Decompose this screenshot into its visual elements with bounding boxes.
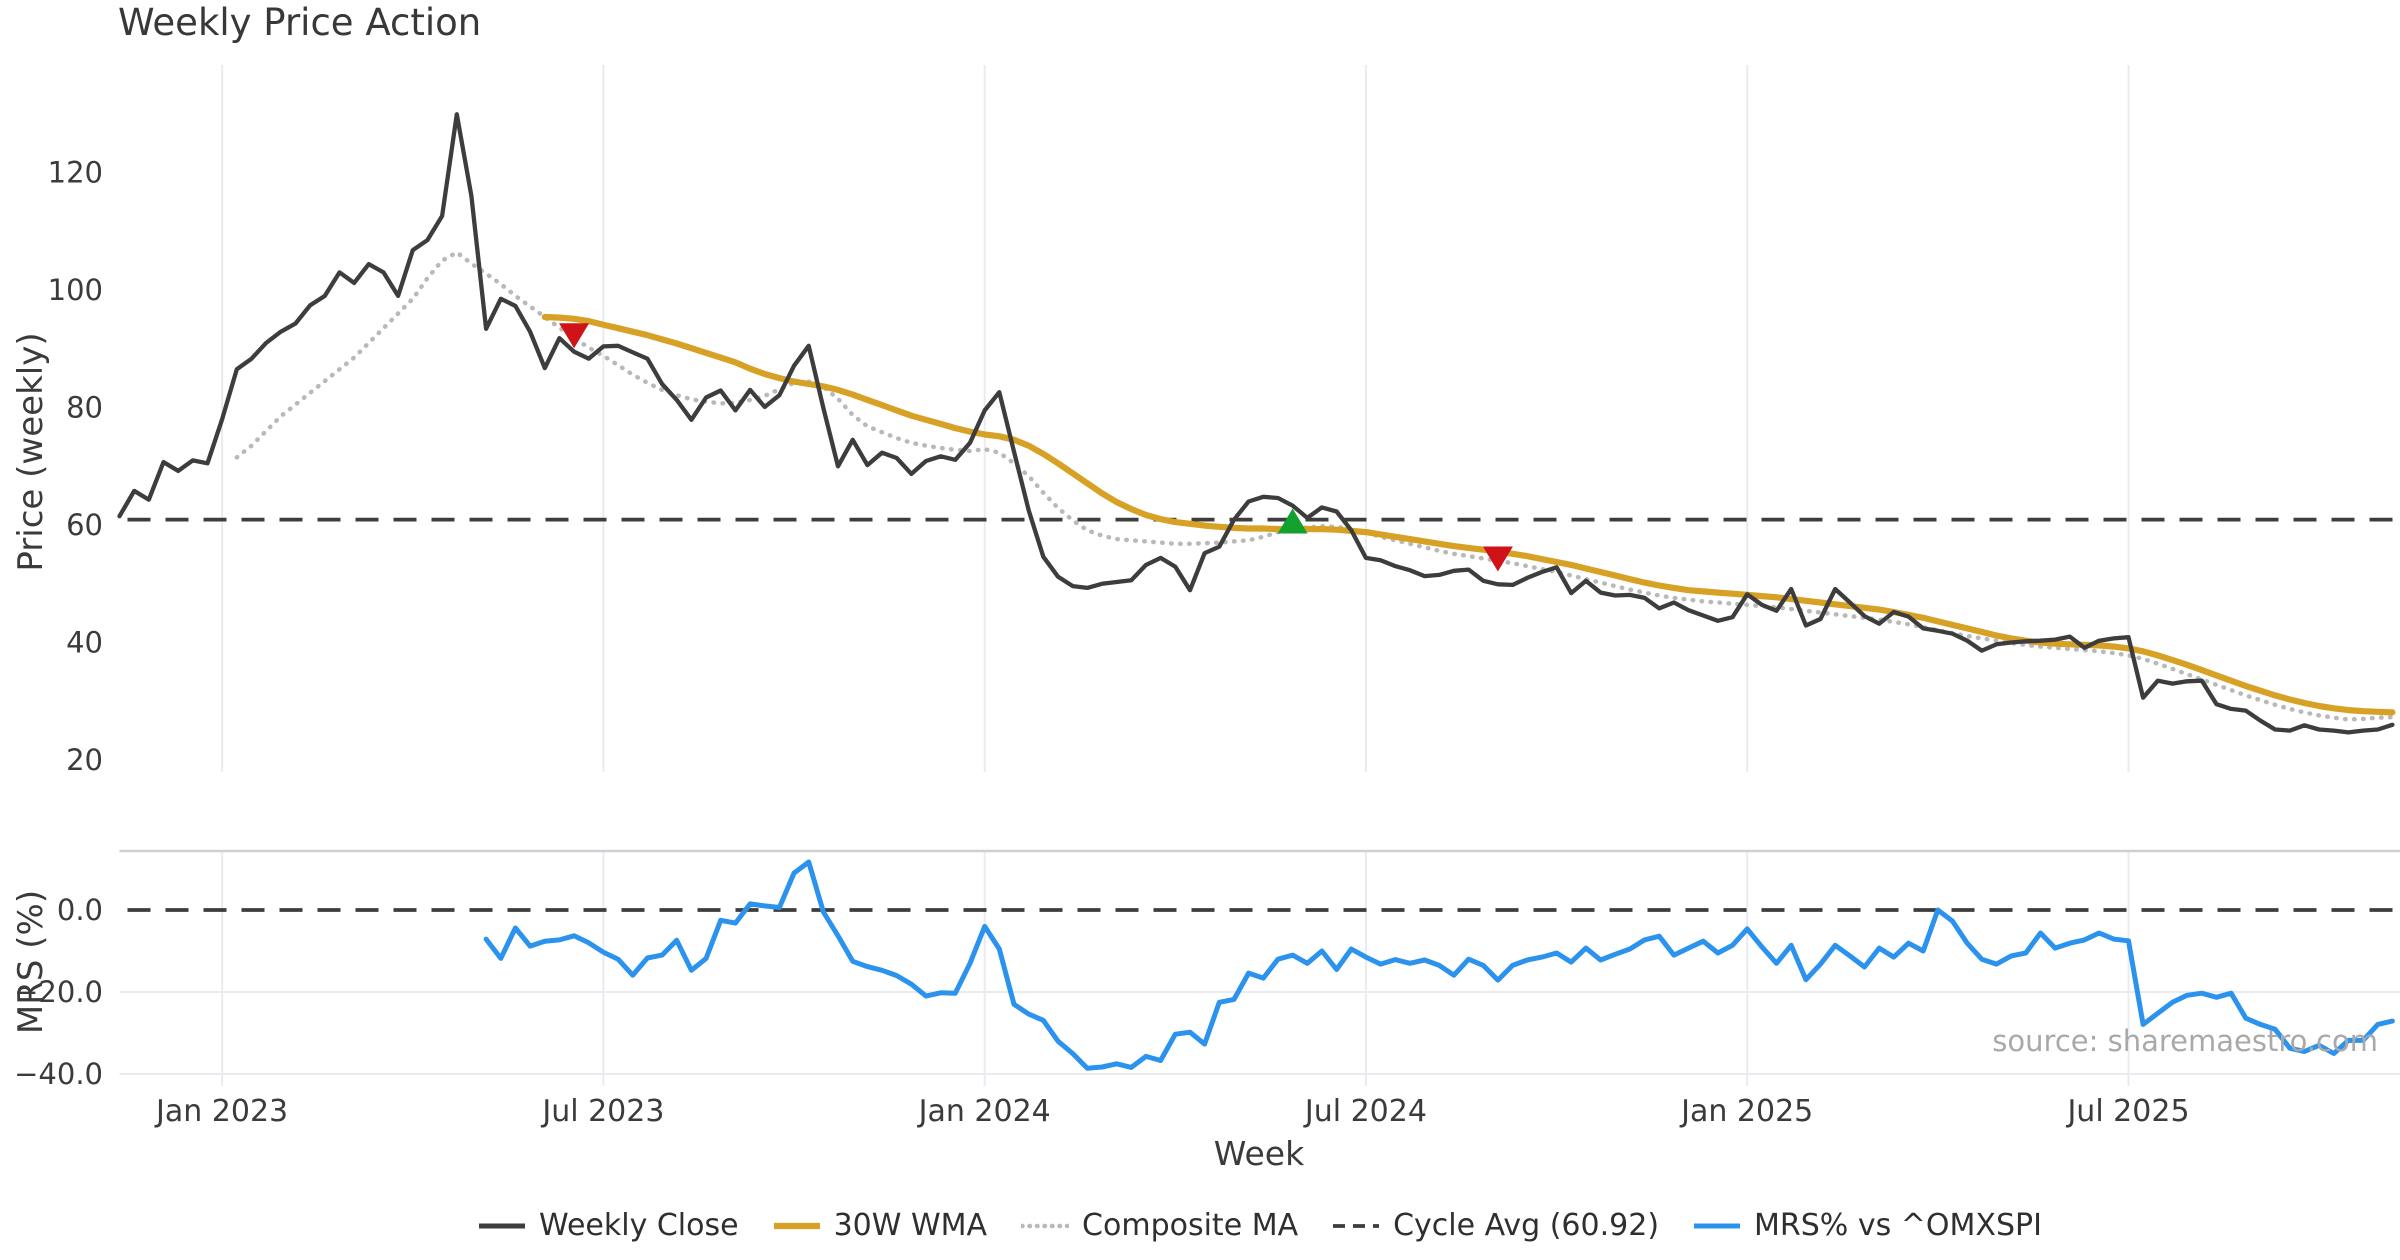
legend-item-wma: 30W WMA	[773, 1208, 987, 1243]
sell-marker-icon	[559, 323, 590, 349]
price-tick-label: 100	[48, 273, 103, 307]
x-tick-labels: Jan 2023 Jul 2023 Jan 2024 Jul 2024 Jan 2025…	[154, 1094, 2190, 1129]
x-tick-label: Jan 2025	[1679, 1094, 1813, 1129]
x-tick-label: Jan 2024	[917, 1094, 1051, 1129]
price-tick-labels: 120 100 80 60 40 20	[48, 156, 103, 778]
legend-label-weekly-close: Weekly Close	[539, 1208, 739, 1243]
composite-ma-line	[234, 249, 2395, 722]
legend-swatch-cycle-avg-icon	[1333, 1223, 1380, 1228]
legend-swatch-mrs-icon	[1694, 1223, 1741, 1228]
legend-label-composite: Composite MA	[1082, 1208, 1299, 1243]
legend-label-mrs: MRS% vs ^OMXSPI	[1754, 1208, 2042, 1243]
legend-item-weekly-close: Weekly Close	[478, 1208, 739, 1243]
source-note: source: sharemaestro.com	[1992, 1024, 2378, 1058]
mrs-axis-label: MRS (%)	[11, 889, 51, 1035]
legend-swatch-wma-icon	[773, 1222, 820, 1229]
price-tick-label: 20	[66, 743, 103, 777]
mrs-tick-label: 0.0	[57, 893, 103, 927]
sell-marker-icon	[1482, 546, 1513, 572]
price-tick-label: 60	[66, 508, 103, 542]
mrs-gridlines	[119, 991, 2400, 1075]
weekly-close-line	[117, 112, 2395, 735]
wma-line	[541, 313, 2396, 716]
x-tick-label: Jul 2024	[1303, 1094, 1427, 1129]
sell-markers	[559, 323, 1513, 572]
price-tick-label: 80	[66, 391, 103, 425]
legend-item-composite: Composite MA	[1021, 1208, 1298, 1243]
x-tick-label: Jul 2025	[2065, 1094, 2189, 1129]
vertical-gridlines	[221, 65, 2130, 1086]
price-tick-label: 120	[48, 156, 103, 190]
legend-swatch-weekly-close-icon	[479, 1223, 526, 1228]
chart-title: Weekly Price Action	[118, 1, 482, 44]
legend: Weekly Close 30W WMA Composite MA Cycle Avg…	[120, 1208, 2400, 1243]
legend-swatch-composite-icon	[1021, 1223, 1070, 1228]
mrs-tick-label: −20.0	[14, 975, 103, 1009]
buy-marker-icon	[1277, 508, 1308, 534]
x-tick-label: Jul 2023	[540, 1094, 664, 1129]
mrs-line	[483, 859, 2395, 1071]
x-axis-label: Week	[1213, 1134, 1305, 1173]
price-axis-label: Price (weekly)	[11, 332, 51, 572]
legend-label-wma: 30W WMA	[833, 1208, 988, 1243]
legend-item-mrs: MRS% vs ^OMXSPI	[1693, 1208, 2042, 1243]
buy-markers	[1277, 508, 1308, 534]
legend-item-cycle-avg: Cycle Avg (60.92)	[1332, 1208, 1659, 1243]
mrs-tick-labels: 0.0 −20.0 −40.0	[14, 893, 103, 1091]
x-tick-label: Jan 2023	[154, 1094, 288, 1129]
price-tick-label: 40	[66, 626, 103, 660]
mrs-tick-label: −40.0	[14, 1057, 103, 1091]
legend-label-cycle-avg: Cycle Avg (60.92)	[1393, 1208, 1660, 1243]
